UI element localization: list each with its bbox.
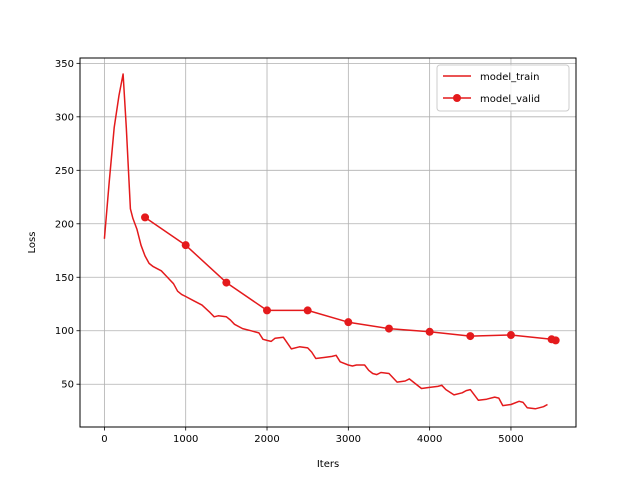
- legend-label-model_train: model_train: [480, 72, 539, 83]
- data-point-model_valid: [303, 306, 312, 315]
- y-tick-label: 200: [55, 219, 74, 230]
- x-axis-label: Iters: [317, 459, 339, 470]
- axis-ticks: 0 1000 2000 3000 4000 5000 50 100 150 200 250 300 35…: [55, 59, 524, 445]
- data-point-model_valid: [344, 318, 353, 327]
- y-tick-label: 50: [61, 380, 74, 391]
- data-point-model_valid: [222, 278, 231, 287]
- x-tick-label: 1000: [173, 434, 198, 445]
- series-line-model_train: [103, 73, 548, 410]
- data-point-model_valid: [425, 327, 434, 336]
- grid-lines: [80, 58, 576, 427]
- legend-marker-model_valid: [453, 94, 461, 102]
- y-tick-label: 150: [55, 273, 74, 284]
- data-point-model_valid: [506, 331, 515, 340]
- series-line-model_valid: [144, 216, 556, 342]
- data-point-model_valid: [141, 213, 150, 222]
- data-point-model_valid: [263, 306, 272, 315]
- series-layer: [103, 73, 560, 410]
- data-point-model_valid: [551, 336, 560, 345]
- legend: model_train model_valid: [436, 64, 570, 112]
- x-tick-label: 5000: [498, 434, 523, 445]
- x-tick-label: 2000: [254, 434, 279, 445]
- y-tick-label: 300: [55, 112, 74, 123]
- y-axis-label: Loss: [27, 232, 38, 254]
- y-tick-label: 350: [55, 59, 74, 70]
- data-point-model_valid: [384, 324, 393, 333]
- data-point-model_valid: [181, 241, 190, 250]
- y-tick-label: 100: [55, 326, 74, 337]
- legend-label-model_valid: model_valid: [480, 94, 540, 105]
- plot-frame: [79, 57, 577, 428]
- x-tick-label: 3000: [336, 434, 361, 445]
- x-tick-label: 4000: [417, 434, 442, 445]
- data-point-model_valid: [466, 332, 475, 341]
- y-tick-label: 250: [55, 166, 74, 177]
- x-tick-label: 0: [101, 434, 107, 445]
